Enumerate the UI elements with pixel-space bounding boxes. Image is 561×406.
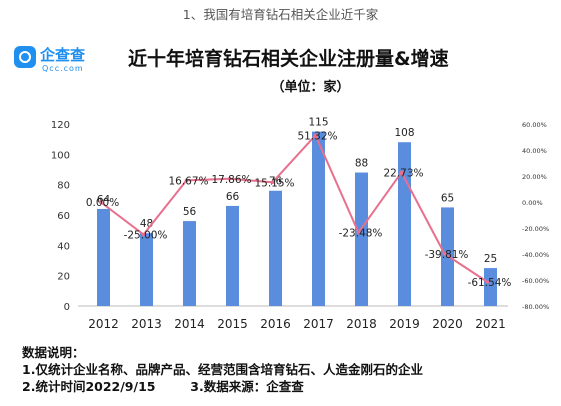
y-right-tick-label: -80.00% [522,303,549,311]
growth-rate-label: 15.15% [254,177,294,189]
growth-rate-label: 17.86% [211,174,251,186]
y-right-tick-label: 0.00% [522,199,543,207]
y-left-tick-label: 40 [57,241,70,252]
growth-rate-point [399,170,404,175]
growth-rate-point [227,176,232,181]
growth-rate-label: -61.54% [468,277,512,289]
notes: 数据说明： 1.仅统计企业名称、品牌产品、经营范围含培育钻石、人造金刚石的企业 … [22,344,423,395]
page-caption: 1、我国有培育钻石相关企业近千家 [182,7,379,22]
bar-value-label: 25 [484,253,497,265]
growth-rate-label: -39.81% [425,249,469,261]
x-tick-label: 2021 [475,317,506,331]
notes-line-2: 2.统计时间2022/9/15 3.数据来源：企查查 [22,379,304,394]
growth-rate-point [270,180,275,185]
x-tick-label: 2020 [432,317,463,331]
y-right-tick-label: -60.00% [522,277,549,285]
chart-title: 近十年培育钻石相关企业注册量&增速 [128,48,449,70]
growth-rate-point [485,280,490,284]
bar-value-label: 65 [441,192,454,204]
chart-area: 0 20 40 60 80 100 120 -80.00% -60.00% -40.00% -20.… [51,117,549,331]
x-tick-label: 2019 [389,317,420,331]
notes-heading: 数据说明： [22,345,85,360]
y-right-tick-label: -40.00% [522,251,549,259]
x-tick-label: 2015 [217,317,248,331]
growth-rate-point [313,133,318,138]
bar-value-label: 56 [183,206,197,218]
logo-name-en: Qcc.com [42,64,84,73]
growth-rate-line [99,133,489,283]
y-left-tick-label: 60 [57,211,70,222]
notes-line-1: 1.仅统计企业名称、品牌产品、经营范围含培育钻石、人造金刚石的企业 [22,362,423,377]
y-left-tick-label: 0 [64,302,70,313]
y-left-tick-label: 20 [57,272,70,283]
x-tick-label: 2012 [88,317,119,331]
growth-rate-point [184,178,189,183]
growth-rate-label: 16.67% [168,175,208,187]
y-right-tick-label: -20.00% [522,225,549,233]
bar-value-label: 88 [355,158,368,170]
growth-rate-label: -25.00% [124,230,168,242]
chart-subtitle: （单位：家） [271,80,350,95]
growth-rate-label: -23.48% [339,228,383,240]
bar-value-label: 108 [394,127,414,139]
bar [183,221,196,306]
x-tick-label: 2018 [346,317,377,331]
x-tick-label: 2014 [174,317,205,331]
growth-rate-point [141,232,146,237]
bar [312,131,325,306]
y-left-tick-label: 120 [51,120,70,131]
growth-rate-point [98,200,103,204]
growth-rate-point [442,251,447,256]
y-left-tick-label: 100 [51,150,70,161]
growth-rate-label: 0.00% [86,197,119,209]
growth-rate-label: 51.32% [297,130,337,142]
growth-rate-label: 22.73% [383,167,423,179]
bar [97,208,110,306]
qcc-logo-icon [14,46,36,68]
bar [140,233,153,306]
x-tick-label: 2013 [131,317,162,331]
bar [355,172,368,306]
growth-rate-point [356,230,361,235]
bar-value-label: 66 [226,191,240,203]
y-left-tick-label: 80 [57,181,70,192]
x-tick-label: 2016 [260,317,291,331]
bar [226,205,239,306]
y-right-tick-label: 60.00% [522,121,547,129]
bar-value-label: 115 [308,117,328,129]
bar [269,190,282,306]
bar [484,268,497,306]
y-right-tick-label: 20.00% [522,173,547,181]
x-tick-label: 2017 [303,317,334,331]
y-right-tick-label: 40.00% [522,147,547,155]
bar-value-label: 76 [269,176,283,188]
logo-name-cn: 企查查 [40,46,86,64]
